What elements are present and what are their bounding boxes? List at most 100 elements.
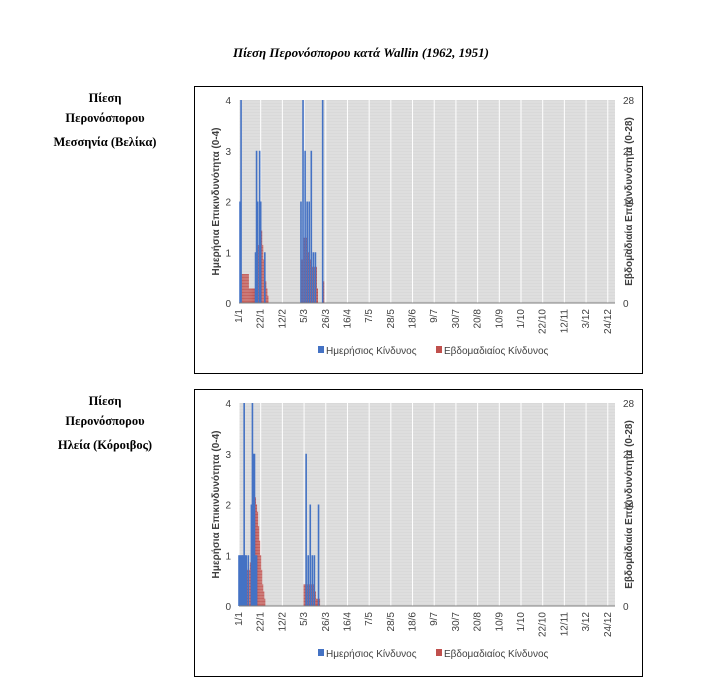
x-tick-label: 10/9	[494, 309, 505, 329]
daily-risk-bar	[312, 252, 315, 303]
weekly-risk-bar	[242, 274, 244, 303]
weekly-risk-bar	[266, 288, 268, 303]
x-tick-label: 20/8	[473, 612, 484, 632]
x-tick-label: 24/12	[603, 612, 614, 637]
y-tick-label: 1	[225, 551, 231, 562]
y2-tick-label: 7	[623, 551, 629, 562]
weekly-risk-bar	[248, 288, 250, 303]
y-tick-label: 2	[225, 501, 231, 512]
y-tick-label: 4	[225, 96, 231, 107]
x-tick-label: 3/12	[581, 309, 592, 329]
y-axis-title: Ημερήσια Επικινδυνότητα (0-4)	[211, 127, 222, 275]
x-tick-label: 12/2	[277, 309, 288, 329]
x-tick-label: 16/4	[342, 612, 353, 632]
label-line: Μεσσηνία (Βελίκα)	[53, 135, 157, 149]
chart-2-frame: 0 1 2 3 4 0 7 14 21 28 1/1 22/1 12/2 5/3 26/3 16/4 7/5 28…	[194, 389, 643, 677]
daily-risk-bar	[311, 555, 314, 606]
weekly-risk-bar	[249, 562, 251, 606]
y2-tick-label: 28	[623, 399, 635, 410]
weekly-risk-bar	[244, 274, 246, 303]
weekly-risk-bar	[307, 252, 309, 303]
weekly-risk-bar	[260, 555, 262, 606]
weekly-risk-bar	[252, 288, 254, 303]
y2-tick-label: 21	[623, 147, 635, 158]
x-tick-label: 10/9	[494, 612, 505, 632]
weekly-risk-bar	[250, 288, 252, 303]
x-tick-label: 1/1	[234, 309, 245, 323]
y2-tick-label: 21	[623, 450, 635, 461]
weekly-risk-bar	[245, 274, 247, 303]
y2-tick-label: 0	[623, 602, 629, 613]
daily-risk-bar	[239, 555, 241, 606]
y2-axis-title: Εβδομαδιαία Επικινδυνότητα (0-28)	[624, 117, 635, 286]
x-tick-label: 5/3	[299, 612, 310, 626]
y2-tick-label: 28	[623, 96, 635, 107]
weekly-risk-bar	[317, 288, 318, 303]
label-line: Ηλεία (Κόροιβος)	[57, 438, 153, 452]
weekly-risk-bar	[310, 584, 312, 606]
daily-risk-bar	[250, 504, 253, 606]
weekly-risk-bar	[301, 259, 303, 303]
x-tick-label: 1/10	[516, 612, 527, 632]
legend-daily-swatch	[318, 346, 324, 353]
y2-tick-label: 0	[623, 299, 629, 310]
daily-risk-bar	[247, 555, 250, 606]
y-tick-label: 3	[225, 450, 231, 461]
x-tick-label: 22/10	[538, 309, 549, 334]
weekly-risk-bar	[312, 584, 314, 606]
x-tick-label: 26/3	[321, 612, 332, 632]
label-line: Πίεση	[88, 91, 122, 105]
label-line: Περονόσπορου	[65, 111, 145, 125]
daily-risk-bar	[310, 150, 313, 303]
daily-risk-bar	[309, 504, 312, 606]
weekly-risk-bar	[303, 584, 305, 606]
x-tick-label: 22/1	[256, 612, 267, 632]
daily-risk-bar	[240, 100, 242, 303]
y-tick-label: 0	[225, 299, 231, 310]
weekly-risk-bar	[251, 288, 253, 303]
daily-risk-bar	[254, 555, 257, 606]
chart-1-frame: 0 1 2 3 4 0 7 14 21 28 1/1 22/1 12/2 5/3 26/3 16/4 7/5 28…	[194, 86, 643, 374]
daily-risk-bar	[264, 252, 266, 303]
label-line: Περονόσπορου	[65, 414, 145, 428]
x-tick-label: 28/5	[386, 309, 397, 329]
x-tick-label: 7/5	[364, 309, 375, 323]
daily-risk-bar	[238, 555, 240, 606]
weekly-risk-bar	[262, 245, 264, 303]
weekly-risk-bar	[323, 281, 325, 303]
y-tick-label: 4	[225, 399, 231, 410]
x-tick-label: 22/1	[256, 309, 267, 329]
plot-area	[239, 403, 615, 606]
x-tick-label: 5/3	[299, 309, 310, 323]
x-tick-label: 20/8	[473, 309, 484, 329]
weekly-risk-bar	[304, 584, 306, 606]
daily-risk-bar	[317, 504, 320, 606]
y-tick-label: 2	[225, 198, 231, 209]
legend-weekly-swatch	[436, 346, 442, 353]
legend-weekly-label: Εβδομαδιαίος Κίνδυνος	[444, 648, 549, 660]
daily-risk-bar	[255, 555, 258, 606]
y2-axis-title: Εβδομαδιαία Επικινδυνότητα (0-28)	[624, 420, 635, 589]
x-tick-label: 7/5	[364, 612, 375, 626]
x-tick-label: 30/7	[451, 612, 462, 632]
daily-risk-bar	[243, 403, 245, 606]
legend-weekly-swatch	[436, 649, 442, 656]
daily-risk-bar	[253, 453, 256, 606]
daily-risk-bar	[305, 453, 307, 606]
daily-risk-bar	[239, 201, 241, 303]
x-tick-label: 3/12	[581, 612, 592, 632]
weekly-risk-bar	[258, 526, 260, 606]
weekly-risk-bar	[265, 281, 267, 303]
legend-daily-label: Ημερήσιος Κίνδυνος	[326, 345, 417, 357]
weekly-risk-bar	[317, 598, 318, 606]
y2-tick-label: 14	[623, 198, 635, 209]
chart-1: 0 1 2 3 4 0 7 14 21 28 1/1 22/1 12/2 5/3 26/3 16/4 7/5 28…	[211, 96, 635, 357]
x-tick-label: 16/4	[342, 309, 353, 329]
daily-risk-bar	[307, 555, 310, 606]
x-tick-label: 12/2	[277, 612, 288, 632]
weekly-risk-bar	[263, 259, 265, 303]
weekly-risk-bar	[254, 288, 255, 303]
weekly-risk-bar	[246, 274, 248, 303]
daily-risk-bar	[251, 403, 254, 606]
y2-tick-label: 7	[623, 248, 629, 259]
